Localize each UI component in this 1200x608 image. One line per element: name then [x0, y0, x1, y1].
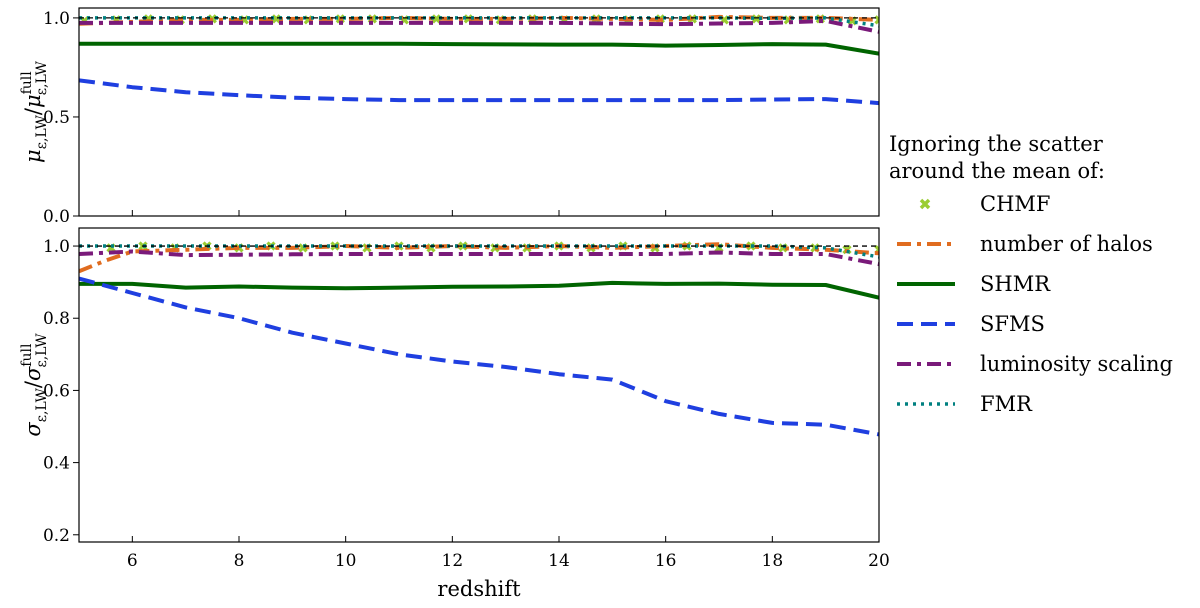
legend-label: SHMR: [980, 272, 1051, 296]
legend-entries: CHMF number of halos SHMR SFMS luminosity sc…: [897, 192, 1173, 416]
legend: Ignoring the scatter around the mean of:…: [889, 132, 1173, 416]
bottom-plot-frame: [78, 227, 880, 543]
bottom-series-number-of-halos: [79, 242, 879, 274]
x-axis-label: redshift: [437, 577, 521, 601]
bottom-series-group: [79, 241, 879, 437]
legend-entry-fmr: FMR: [897, 392, 1033, 416]
bottom-axes: 6 8 10 12 14 16 18 20 0.2 0.4 0.6 0.8 1.0: [43, 237, 890, 571]
bottom-series-shmr: [79, 280, 879, 300]
top-y-tick-label: 0.0: [43, 207, 70, 227]
bottom-x-tick-label: 12: [442, 551, 464, 571]
bottom-x-tick-label: 18: [762, 551, 784, 571]
top-y-tick-label: 1.0: [43, 9, 70, 29]
legend-label: luminosity scaling: [980, 352, 1173, 376]
bottom-y-tick-label: 0.4: [43, 454, 70, 474]
top-series-group: [79, 14, 879, 106]
legend-title-line-2: around the mean of:: [889, 159, 1105, 183]
top-series-luminosity-scaling: [79, 18, 879, 34]
legend-entry-chmf: CHMF: [919, 192, 1050, 216]
bottom-y-axis-label: σε,LW/σfullε,LW: [19, 333, 50, 437]
bottom-x-tick-label: 8: [234, 551, 245, 571]
bottom-y-tick-label: 0.6: [43, 381, 70, 401]
bottom-series-sfms: [79, 276, 879, 437]
bottom-panel: 6 8 10 12 14 16 18 20 0.2 0.4 0.6 0.8 1.0 σε,LW/σful…: [19, 227, 890, 601]
legend-label: number of halos: [980, 232, 1153, 256]
top-chmf-marker: [874, 15, 879, 25]
bottom-x-tick-label: 16: [655, 551, 677, 571]
bottom-x-tick-label: 20: [868, 551, 890, 571]
bottom-y-tick-label: 1.0: [43, 237, 70, 257]
top-panel: 0.0 0.5 1.0 με,LW/μfullε,LW: [19, 7, 880, 227]
legend-label: FMR: [980, 392, 1033, 416]
legend-title-line-1: Ignoring the scatter: [889, 132, 1104, 156]
top-plot-frame: [78, 7, 880, 217]
bottom-x-tick-label: 14: [548, 551, 570, 571]
legend-entry-number-of-halos: number of halos: [897, 232, 1153, 256]
top-y-axis-label: με,LW/μfullε,LW: [19, 60, 50, 163]
bottom-y-tick-label: 0.2: [43, 526, 70, 546]
legend-entry-shmr: SHMR: [897, 272, 1051, 296]
legend-label: CHMF: [980, 192, 1050, 216]
legend-entry-luminosity-scaling: luminosity scaling: [897, 352, 1173, 376]
bottom-x-tick-label: 10: [335, 551, 357, 571]
legend-entry-sfms: SFMS: [897, 312, 1045, 336]
bottom-y-tick-label: 0.8: [43, 309, 70, 329]
bottom-x-tick-label: 6: [127, 551, 138, 571]
top-y-tick-label: 0.5: [43, 108, 70, 128]
legend-marker: [919, 198, 931, 210]
bottom-series-luminosity-scaling: [79, 249, 879, 267]
legend-label: SFMS: [980, 312, 1045, 336]
top-series-shmr: [79, 41, 879, 56]
top-axes: 0.0 0.5 1.0: [43, 9, 880, 227]
top-series-sfms: [79, 78, 879, 106]
